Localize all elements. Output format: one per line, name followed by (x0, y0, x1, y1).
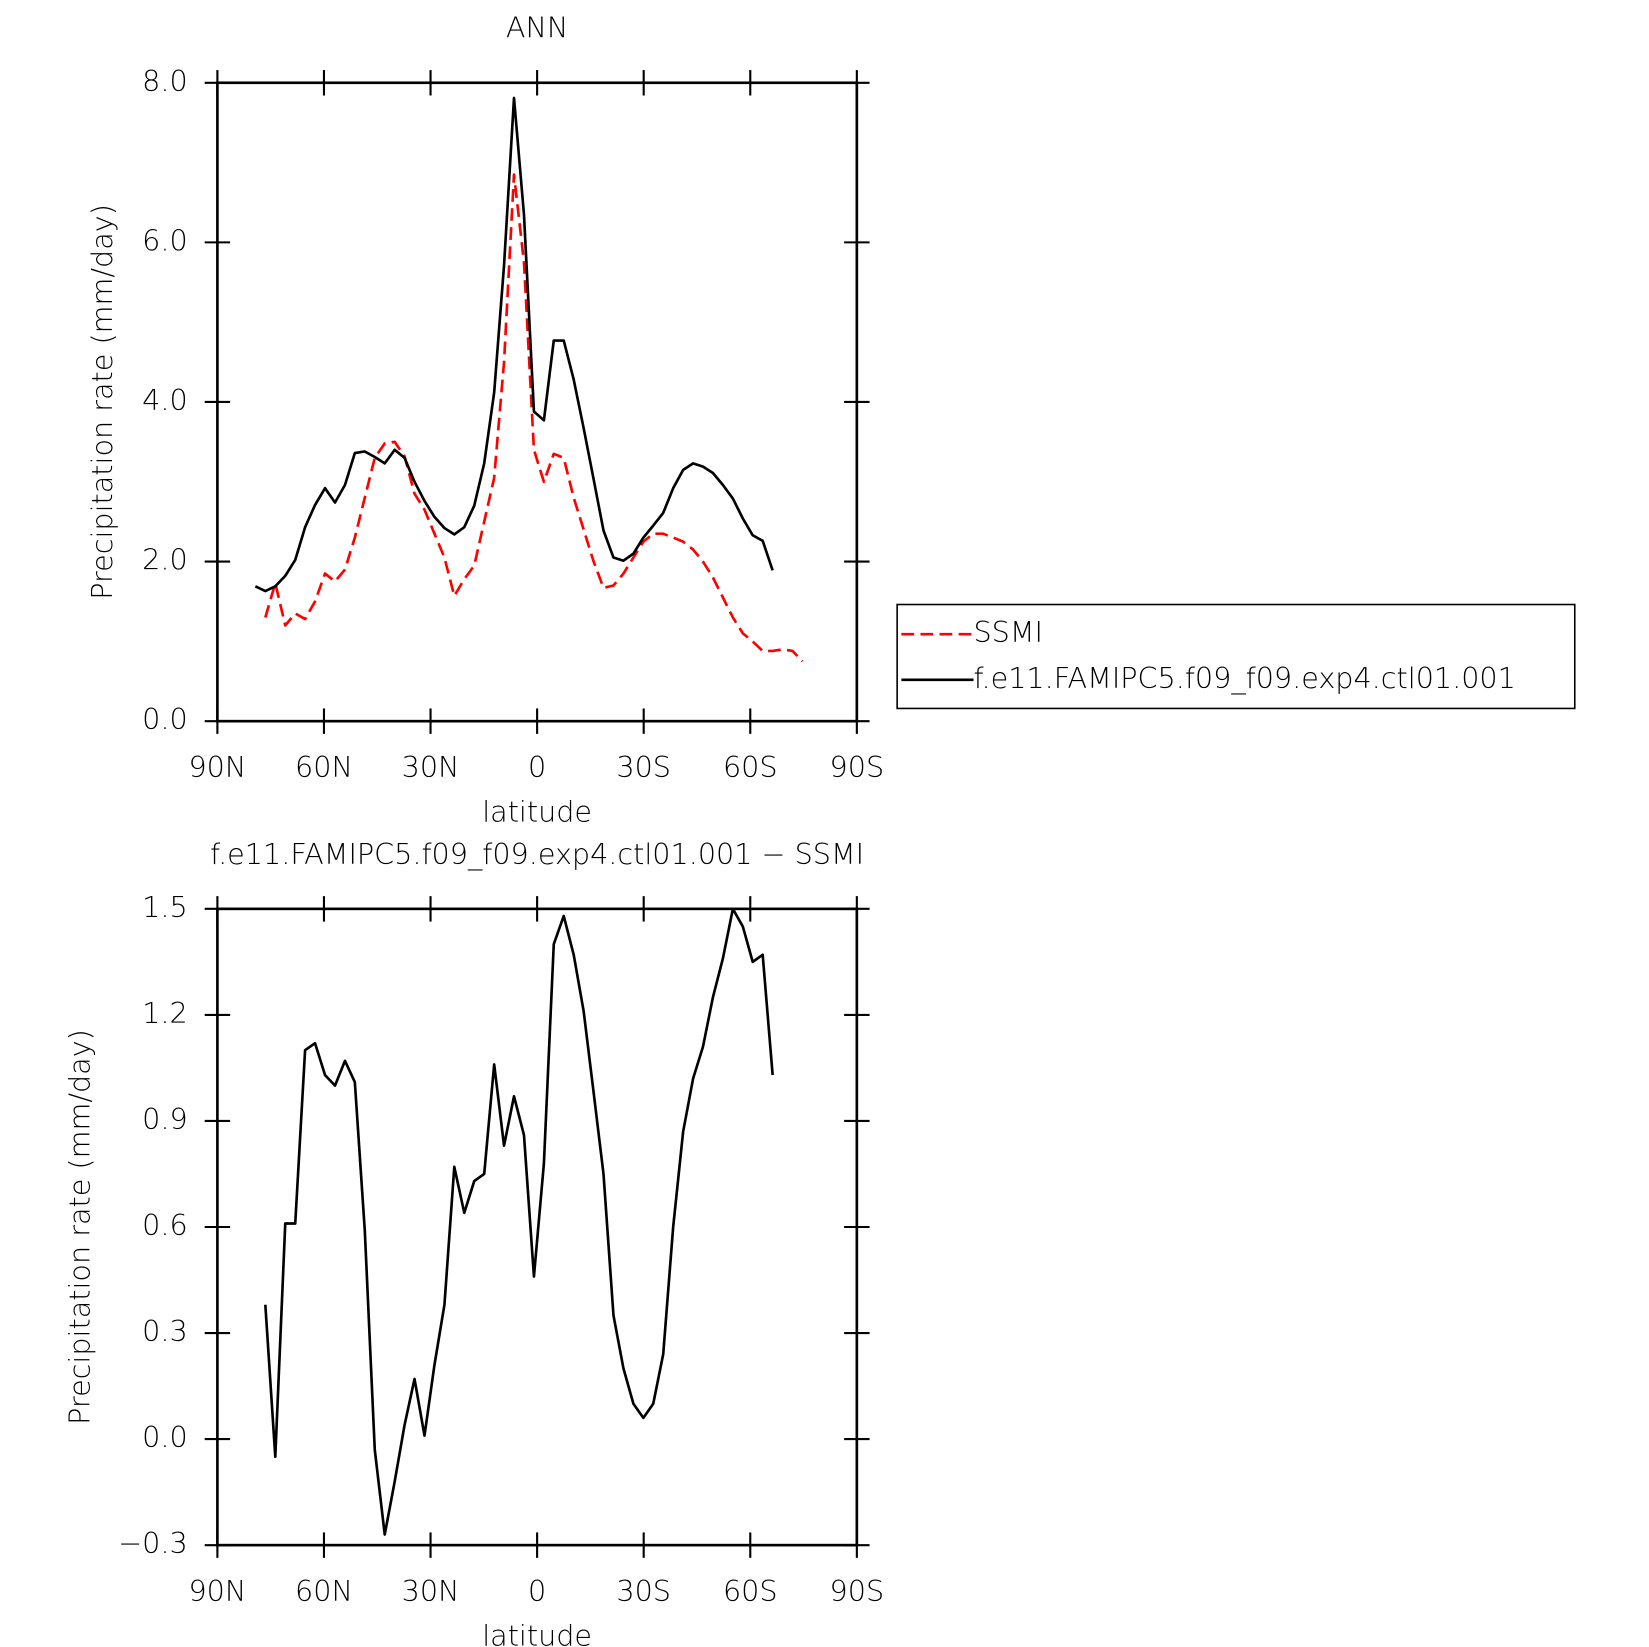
x-tick-label: 60S (723, 1574, 778, 1608)
y-tick-label: 1.2 (142, 996, 188, 1030)
legend-label: SSMI (973, 615, 1042, 649)
x-tick-label: 90N (188, 750, 246, 784)
chart-title: f.e11.FAMIPC5.f09_f09.exp4.ctl01.001 − S… (210, 837, 864, 872)
y-tick-label: 0.0 (142, 1420, 188, 1454)
y-axis-label: Precipitation rate (mm/day) (85, 204, 119, 600)
x-tick-label: 30S (616, 750, 671, 784)
x-tick-label: 30N (402, 1574, 460, 1608)
x-tick-label: 30N (402, 750, 460, 784)
y-tick-label: 4.0 (142, 383, 188, 417)
x-tick-label: 60N (295, 750, 353, 784)
chart-title: ANN (506, 11, 568, 45)
y-tick-label: 6.0 (142, 223, 188, 257)
data-line (264, 173, 804, 663)
plot-frame (216, 907, 859, 1547)
x-axis-label: latitude (482, 1618, 592, 1647)
data-line (254, 96, 774, 593)
x-tick-label: 90N (188, 1574, 246, 1608)
x-tick-label: 30S (616, 1574, 671, 1608)
x-tick-label: 90S (830, 750, 885, 784)
y-tick-label: 1.5 (142, 890, 188, 924)
y-tick-label: 8.0 (142, 64, 188, 98)
legend-label: f.e11.FAMIPC5.f09_f09.exp4.ctl01.001 (973, 661, 1515, 696)
y-tick-label: 0.9 (142, 1102, 188, 1136)
x-tick-label: 0 (528, 750, 546, 784)
x-tick-label: 60S (723, 750, 778, 784)
legend-box (896, 603, 1576, 710)
plot-frame (216, 81, 859, 723)
y-axis-label: Precipitation rate (mm/day) (63, 1029, 97, 1425)
y-tick-label: 0.6 (142, 1208, 188, 1242)
x-tick-label: 90S (830, 1574, 885, 1608)
x-tick-label: 0 (528, 1574, 546, 1608)
y-tick-label: 0.3 (142, 1314, 188, 1348)
y-tick-label: 2.0 (142, 543, 188, 577)
x-tick-label: 60N (295, 1574, 353, 1608)
y-tick-label: 0.0 (142, 702, 188, 736)
y-tick-label: −0.3 (118, 1526, 188, 1560)
data-line (264, 907, 774, 1536)
x-axis-label: latitude (482, 794, 592, 828)
